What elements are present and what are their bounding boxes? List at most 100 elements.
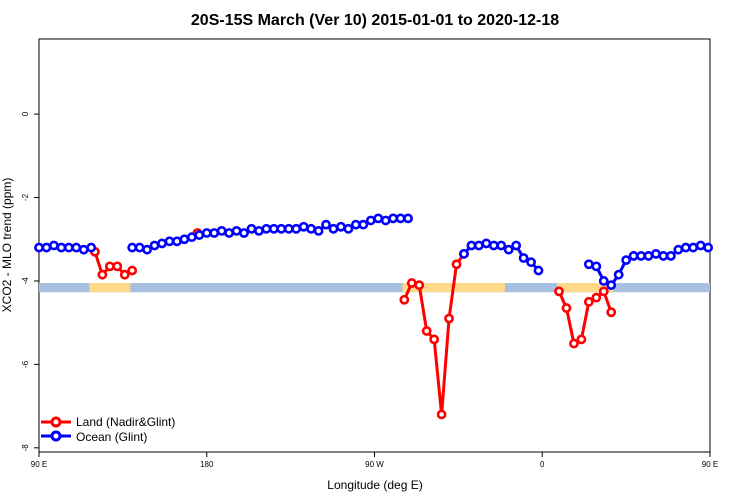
series-1 [34, 213, 714, 291]
legend-ocean-marker [50, 430, 62, 442]
series-1-point [358, 219, 369, 230]
y-tick-label-4: -8 [21, 444, 30, 452]
series-0-point [583, 296, 594, 307]
series-1-point [481, 238, 492, 249]
series-0-point [554, 286, 564, 297]
series-1-point [350, 219, 361, 230]
series-1-point [673, 244, 684, 255]
series-1-point [488, 240, 499, 251]
series-0-point [444, 313, 454, 324]
series-1-point [583, 259, 594, 270]
series-1-point [172, 236, 182, 247]
series-1-point [636, 251, 646, 261]
series-1-point [239, 228, 249, 238]
series-1-point [658, 251, 669, 261]
series-0-point [104, 261, 115, 272]
series-1-point [598, 276, 609, 286]
series-1-point [403, 213, 413, 224]
y-tick-label-0: 0 [21, 111, 30, 116]
series-1-point [496, 240, 507, 251]
series-1-point [591, 261, 602, 272]
series-1-point [86, 242, 97, 253]
series-1-point [680, 242, 691, 253]
series-1-point [336, 221, 346, 232]
series-1-point [380, 215, 391, 226]
legend: Land (Nadir&Glint) Ocean (Glint) [41, 415, 175, 444]
series-0-point [576, 334, 587, 345]
x-tick-label-3: 0 [540, 460, 545, 469]
series-1-point [373, 213, 384, 224]
x-axis: 90 E 180 90 W 0 90 E [31, 452, 718, 469]
series-1-point [343, 223, 354, 234]
series-1-point [246, 223, 257, 234]
series-1-point [395, 213, 406, 224]
series-1-point [388, 213, 399, 224]
series-1-point [298, 221, 309, 232]
series-1-point [533, 265, 544, 276]
legend-land-label: Land (Nadir&Glint) [76, 415, 175, 429]
series-1-point [276, 223, 287, 234]
series-1-point [473, 240, 484, 251]
series-1-point [688, 242, 699, 253]
x-tick-label-4: 90 E [702, 460, 718, 469]
series-0-point [436, 409, 447, 420]
series-1-point [41, 242, 52, 253]
series-1-point [621, 255, 632, 266]
series-1-point [209, 228, 220, 238]
series-1-point [254, 225, 264, 236]
y-axis-label: XCO2 - MLO trend (ppm) [0, 178, 14, 313]
x-tick-label-2: 90 W [365, 460, 384, 469]
series-1-point [703, 242, 714, 253]
series-1-point [179, 234, 190, 245]
x-axis-label: Longitude (deg E) [327, 478, 422, 492]
land-band-2 [557, 283, 614, 293]
series-1-point [34, 242, 44, 253]
series-0-point [414, 280, 425, 291]
series-1-point [268, 223, 279, 234]
series-1-point [328, 223, 339, 234]
series-0-point [112, 261, 123, 272]
y-tick-label-2: -4 [21, 277, 30, 285]
series-0-point [127, 265, 138, 276]
series-1-point [127, 242, 138, 253]
series-0-point [569, 338, 579, 349]
legend-ocean-label: Ocean (Glint) [76, 430, 147, 444]
series-1-point [503, 244, 514, 255]
series-1-point [194, 230, 205, 240]
series-1-point [365, 215, 376, 226]
series-1-point [231, 225, 242, 236]
series-layer [34, 213, 714, 420]
series-0-point [429, 334, 440, 345]
series-0-point [591, 292, 602, 303]
series-0-point [119, 269, 130, 280]
series-1-point [651, 248, 661, 259]
series-1-point [306, 223, 317, 234]
series-1-point [643, 251, 654, 261]
series-1-point [142, 244, 153, 255]
series-1-point [134, 242, 145, 253]
series-0-point [399, 294, 410, 305]
series-1-point [695, 240, 706, 251]
series-1-point [321, 219, 331, 230]
series-1-point [466, 240, 477, 251]
series-1-point [283, 223, 294, 234]
series-0-point [97, 269, 108, 280]
series-0-point [598, 286, 609, 297]
series-0-line-2 [402, 252, 466, 416]
series-1-point [149, 240, 160, 251]
series-1-point [511, 240, 522, 251]
series-0-point [561, 303, 572, 313]
x-tick-label-0: 90 E [31, 460, 47, 469]
series-1-point [606, 280, 617, 291]
land-band-0 [89, 283, 131, 293]
series-1-point [49, 240, 59, 251]
series-1-point [63, 242, 74, 253]
series-1-point [78, 244, 89, 255]
series-1-point [224, 228, 235, 238]
series-1-point [71, 242, 82, 253]
series-0-point [406, 278, 417, 288]
y-tick-label-1: -2 [21, 193, 30, 201]
series-0-point [421, 326, 432, 336]
series-1-point [157, 238, 167, 249]
